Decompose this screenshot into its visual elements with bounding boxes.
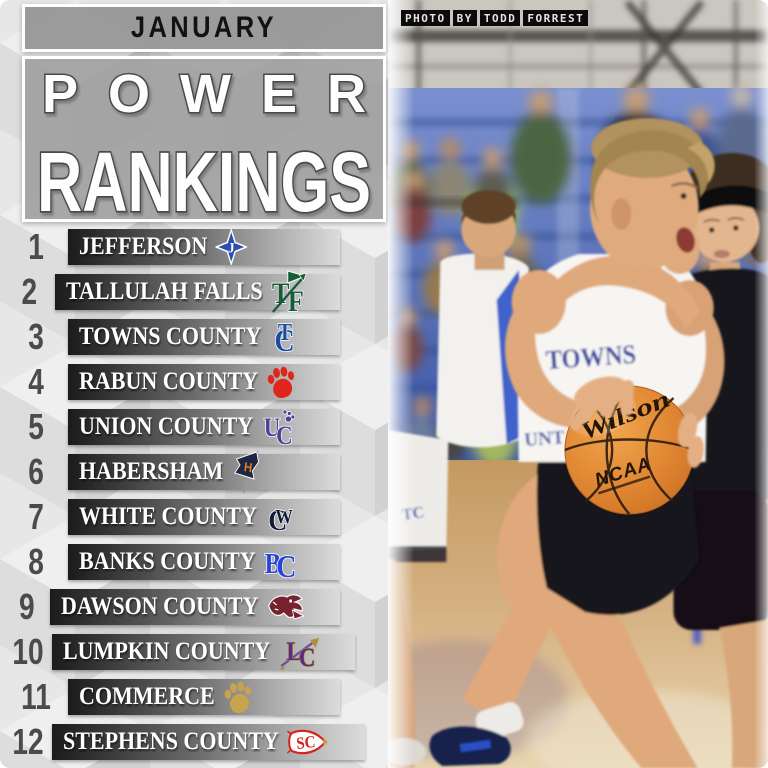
- main-player: TOWNS UNT: [429, 118, 725, 768]
- svg-text:T: T: [272, 278, 290, 311]
- svg-text:H: H: [243, 459, 253, 475]
- rank-number: 5: [28, 406, 44, 447]
- ranking-row: 7 WHITE COUNTY C W: [8, 499, 340, 535]
- team-name: TALLULAH FALLS: [65, 278, 263, 305]
- team-name: TOWNS COUNTY: [79, 323, 262, 350]
- rank-number: 4: [28, 361, 44, 402]
- rank-number: 3: [28, 316, 44, 357]
- photo-credit: PHOTO BY TODD FORREST: [401, 10, 589, 26]
- ranking-row: 3 TOWNS COUNTY C T: [8, 316, 340, 357]
- team-bar: COMMERCE: [68, 679, 340, 715]
- svg-text:L: L: [287, 638, 302, 667]
- svg-text:C: C: [276, 422, 293, 448]
- svg-text:J: J: [228, 240, 235, 257]
- photo-credit-word: TODD: [479, 10, 521, 26]
- ranking-row: 5 UNION COUNTY U C: [8, 406, 340, 448]
- svg-text:B: B: [264, 549, 280, 580]
- ranking-row: 4 RABUN COUNTY: [8, 364, 340, 400]
- ranking-row: 8 BANKS COUNTY B C: [8, 541, 340, 582]
- commerce-paw-icon: [223, 679, 255, 715]
- wall-structure: [388, 0, 768, 150]
- team-name: HABERSHAM: [79, 458, 224, 485]
- rank-number: 8: [28, 541, 44, 582]
- team-name: BANKS COUNTY: [79, 548, 256, 575]
- rabun-paw-icon: [266, 364, 298, 400]
- ranking-row: 11 COMMERCE: [8, 679, 340, 715]
- team-name: LUMPKIN COUNTY: [63, 638, 271, 665]
- ranking-row: 6 HABERSHAM H: [8, 450, 340, 494]
- svg-text:C: C: [275, 322, 295, 356]
- player-hands: [569, 376, 704, 468]
- jefferson-diamond-icon: J: [215, 229, 247, 265]
- title-line1: POWER: [42, 64, 366, 124]
- photo-right-fade: [754, 0, 768, 768]
- team-name: RABUN COUNTY: [79, 368, 259, 395]
- bleacher-rail: [388, 198, 519, 207]
- jersey-towns-text: TOWNS: [545, 339, 637, 375]
- team-bar: RABUN COUNTY: [68, 364, 340, 400]
- ranking-row: 1 JEFFERSON J: [8, 229, 340, 265]
- team-bar: WHITE COUNTY C W: [68, 499, 340, 535]
- team-name: STEPHENS COUNTY: [63, 728, 279, 755]
- ranking-row: 12 STEPHENS COUNTY SC: [8, 721, 366, 762]
- team-name: DAWSON COUNTY: [60, 593, 259, 620]
- rank-number: 10: [12, 631, 44, 672]
- team-bar: LUMPKIN COUNTY L C: [52, 632, 356, 672]
- svg-text:W: W: [275, 506, 293, 528]
- team-bar: HABERSHAM H: [68, 450, 340, 494]
- title-banner: POWER RANKINGS: [22, 56, 386, 222]
- game-photo: TC: [388, 0, 768, 768]
- svg-text:T: T: [278, 319, 292, 346]
- team-bar: DAWSON COUNTY: [49, 589, 340, 625]
- rank-number: 7: [28, 496, 44, 537]
- rank-number: 6: [28, 451, 44, 492]
- jersey-partial-text: UNT: [524, 427, 566, 451]
- ranking-row: 2 TALLULAH FALLS T F: [8, 270, 340, 315]
- svg-text:F: F: [288, 286, 304, 315]
- basketball-photo-art: TC: [388, 0, 768, 768]
- rank-number: 1: [28, 226, 44, 267]
- rankings-list: 1 JEFFERSON J 2 TALLULAH FALLS T F 3 TOWNS COUNT…: [8, 229, 366, 768]
- title-line2: RANKINGS: [37, 135, 371, 219]
- rank-number: 11: [21, 676, 51, 717]
- svg-text:C: C: [268, 505, 287, 535]
- team-name: UNION COUNTY: [79, 413, 254, 440]
- svg-text:C: C: [299, 644, 316, 672]
- photo-credit-word: PHOTO: [401, 10, 450, 26]
- team-bar: STEPHENS COUNTY SC: [52, 724, 366, 760]
- month-label: JANUARY: [130, 11, 278, 44]
- dawson-tiger-icon: [266, 590, 306, 624]
- photo-credit-word: FORREST: [523, 10, 589, 26]
- team-name: WHITE COUNTY: [79, 503, 257, 530]
- rank-number: 9: [19, 586, 35, 627]
- stephens-arrowhead-icon: SC: [287, 725, 329, 759]
- photo-left-fade: [388, 0, 414, 768]
- svg-text:C: C: [276, 548, 296, 581]
- team-bar: JEFFERSON J: [68, 229, 340, 265]
- title-text: POWER RANKINGS: [35, 63, 373, 220]
- ranking-row: 10 LUMPKIN COUNTY L C: [8, 631, 356, 672]
- svg-text:U: U: [264, 414, 281, 443]
- svg-text:SC: SC: [296, 733, 317, 753]
- team-name: JEFFERSON: [79, 233, 208, 260]
- team-bar: TALLULAH FALLS T F: [54, 270, 340, 315]
- ranking-row: 9 DAWSON COUNTY: [8, 589, 340, 625]
- team-name: COMMERCE: [79, 683, 215, 710]
- photo-credit-word: BY: [452, 10, 477, 26]
- rank-number: 12: [12, 721, 44, 762]
- rank-number: 2: [21, 271, 38, 312]
- team-bar: TOWNS COUNTY C T: [68, 318, 340, 356]
- habersham-flag-icon: H: [231, 449, 270, 495]
- team-bar: BANKS COUNTY B C: [68, 543, 340, 581]
- month-banner: JANUARY: [22, 4, 386, 52]
- team-bar: UNION COUNTY U C: [68, 406, 340, 448]
